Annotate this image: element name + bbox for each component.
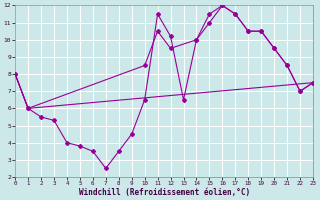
X-axis label: Windchill (Refroidissement éolien,°C): Windchill (Refroidissement éolien,°C) (78, 188, 250, 197)
